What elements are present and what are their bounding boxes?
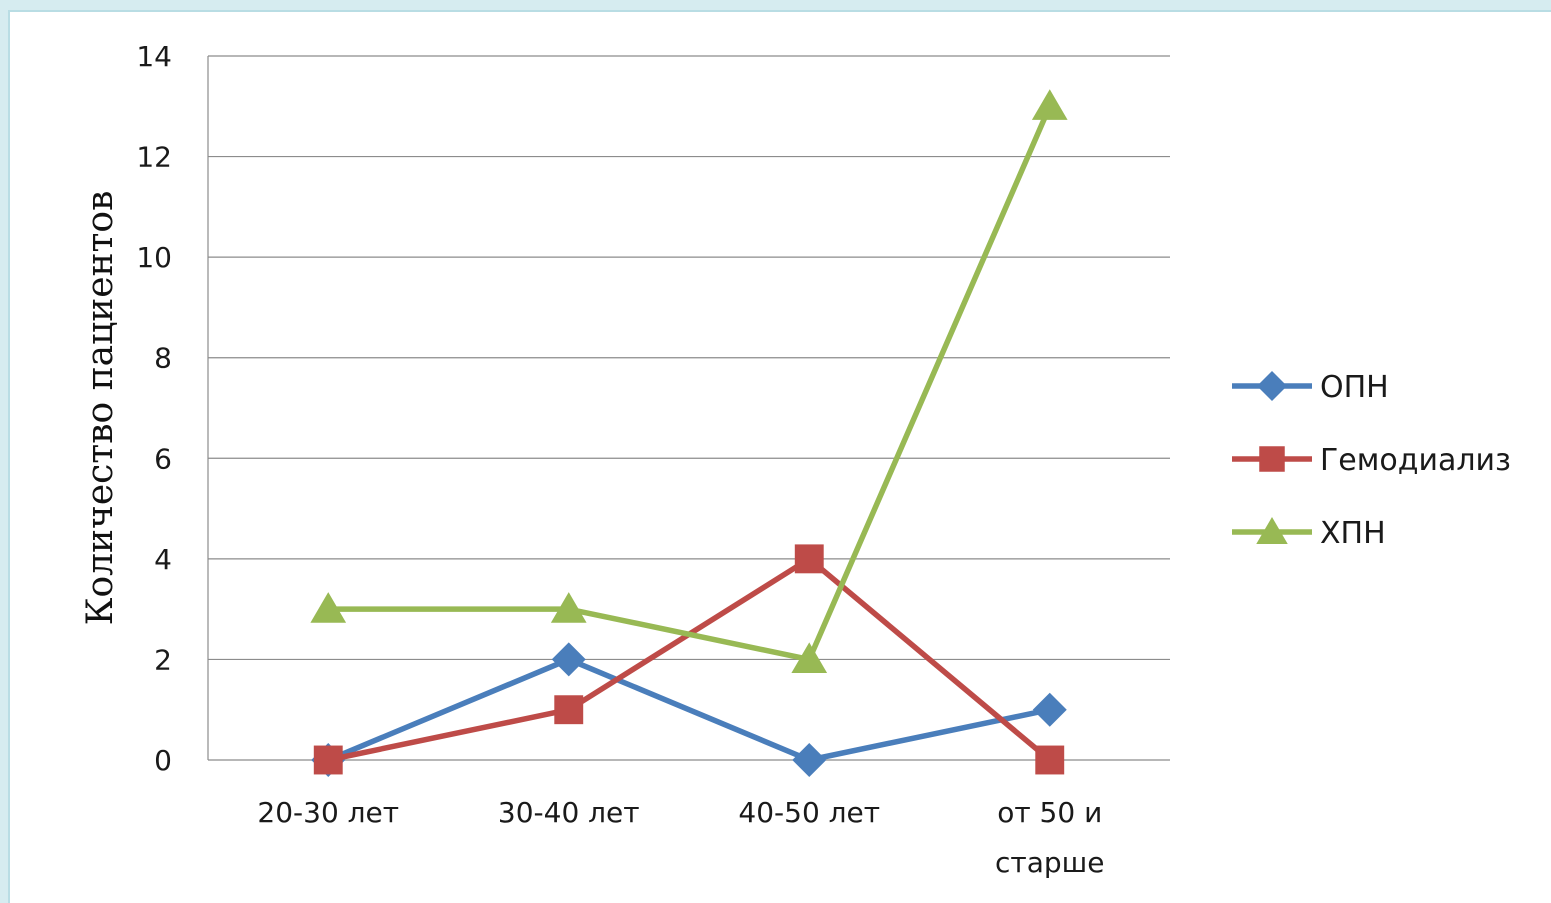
series-line	[328, 105, 1053, 663]
legend-marker	[1259, 446, 1285, 472]
y-axis-title: Количество пациентов	[80, 191, 121, 626]
y-tick-label: 6	[154, 442, 172, 475]
series-line	[327, 656, 1051, 763]
gridlines	[207, 55, 1170, 761]
x-category-label: 20-30 лет	[257, 796, 399, 829]
y-tick-label: 0	[154, 744, 172, 777]
x-category-label: 30-40 лет	[498, 796, 640, 829]
data-point	[1035, 745, 1065, 775]
data-point	[792, 743, 827, 777]
series-lines	[310, 89, 1068, 777]
data-point	[791, 642, 828, 674]
legend-label: ХПН	[1320, 516, 1386, 551]
y-tick-label: 14	[136, 40, 172, 73]
y-axis-ticks: 0 2 4 6 8 10 12 14	[136, 40, 172, 777]
data-point	[554, 695, 584, 725]
y-tick-label: 12	[136, 141, 172, 174]
legend-label: Гемодиализ	[1320, 443, 1511, 478]
legend: ОПН Гемодиализ ХПН	[1232, 370, 1511, 551]
data-point	[1032, 692, 1067, 727]
y-tick-label: 8	[154, 342, 172, 375]
legend-marker	[1256, 517, 1288, 544]
data-point	[550, 592, 587, 623]
x-category-label: от 50 и старше	[995, 796, 1104, 879]
legend-marker	[1257, 371, 1287, 401]
y-tick-label: 10	[136, 241, 172, 274]
data-point	[310, 592, 347, 623]
legend-label: ОПН	[1320, 370, 1389, 405]
y-tick-label: 2	[154, 643, 172, 676]
data-point	[1031, 89, 1068, 120]
data-point	[551, 642, 586, 677]
x-category-label: 40-50 лет	[738, 796, 880, 829]
data-point	[794, 544, 824, 574]
x-axis-categories: 20-30 лет 30-40 лет 40-50 лет от 50 и старше	[257, 796, 1104, 879]
y-tick-label: 4	[154, 543, 172, 576]
data-point	[313, 745, 343, 775]
